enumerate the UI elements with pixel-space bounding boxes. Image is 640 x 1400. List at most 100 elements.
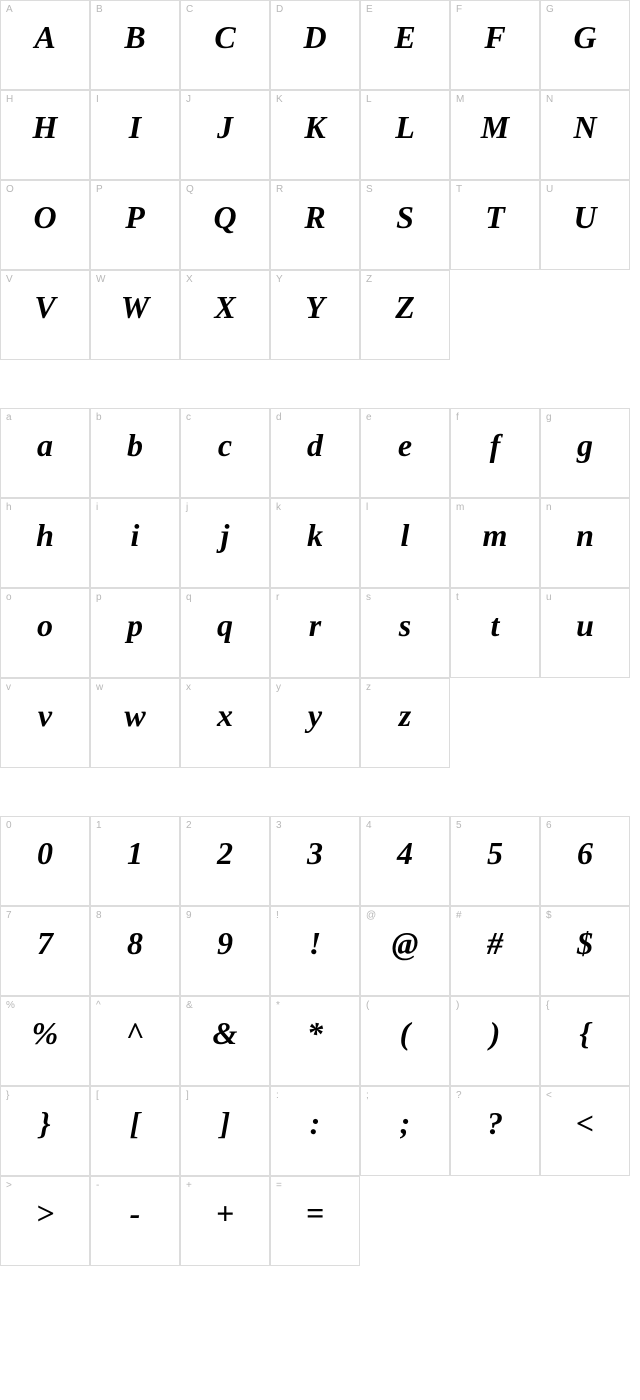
cell-label: F bbox=[456, 4, 462, 15]
cell-glyph: A bbox=[1, 19, 89, 56]
cell-label: $ bbox=[546, 910, 552, 921]
cell-label: b bbox=[96, 412, 102, 423]
cell-label: d bbox=[276, 412, 282, 423]
cell-glyph: ? bbox=[451, 1105, 539, 1142]
cell-label: I bbox=[96, 94, 99, 105]
cell-label: q bbox=[186, 592, 192, 603]
glyph-cell: 11 bbox=[90, 816, 180, 906]
cell-glyph: 3 bbox=[271, 835, 359, 872]
cell-glyph: K bbox=[271, 109, 359, 146]
cell-glyph: U bbox=[541, 199, 629, 236]
cell-glyph: < bbox=[541, 1105, 629, 1142]
glyph-cell: 33 bbox=[270, 816, 360, 906]
cell-glyph: { bbox=[541, 1015, 629, 1052]
glyph-cell: GG bbox=[540, 0, 630, 90]
cell-glyph: 7 bbox=[1, 925, 89, 962]
glyph-cell: nn bbox=[540, 498, 630, 588]
cell-label: # bbox=[456, 910, 462, 921]
cell-glyph: a bbox=[1, 427, 89, 464]
cell-label: s bbox=[366, 592, 371, 603]
cell-glyph: O bbox=[1, 199, 89, 236]
cell-label: ^ bbox=[96, 1000, 101, 1011]
cell-glyph: 2 bbox=[181, 835, 269, 872]
cell-label: - bbox=[96, 1180, 99, 1191]
cell-glyph: E bbox=[361, 19, 449, 56]
glyph-cell: ii bbox=[90, 498, 180, 588]
cell-label: B bbox=[96, 4, 103, 15]
cell-label: X bbox=[186, 274, 193, 285]
glyph-cell: gg bbox=[540, 408, 630, 498]
cell-glyph: > bbox=[1, 1195, 89, 1232]
glyph-cell: uu bbox=[540, 588, 630, 678]
cell-label: A bbox=[6, 4, 13, 15]
glyph-cell: << bbox=[540, 1086, 630, 1176]
cell-label: S bbox=[366, 184, 373, 195]
glyph-cell: $$ bbox=[540, 906, 630, 996]
cell-glyph: 8 bbox=[91, 925, 179, 962]
cell-label: R bbox=[276, 184, 283, 195]
cell-label: + bbox=[186, 1180, 192, 1191]
glyph-grid: AABBCCDDEEFFGGHHIIJJKKLLMMNNOOPPQQRRSSTT… bbox=[0, 0, 630, 360]
glyph-cell: MM bbox=[450, 90, 540, 180]
glyph-cell: DD bbox=[270, 0, 360, 90]
cell-label: p bbox=[96, 592, 102, 603]
cell-label: U bbox=[546, 184, 553, 195]
cell-glyph: X bbox=[181, 289, 269, 326]
cell-glyph: I bbox=[91, 109, 179, 146]
glyph-cell: >> bbox=[0, 1176, 90, 1266]
glyph-cell: rr bbox=[270, 588, 360, 678]
cell-glyph: T bbox=[451, 199, 539, 236]
cell-glyph: p bbox=[91, 607, 179, 644]
cell-label: = bbox=[276, 1180, 282, 1191]
glyph-cell: YY bbox=[270, 270, 360, 360]
cell-label: i bbox=[96, 502, 98, 513]
glyph-cell: [[ bbox=[90, 1086, 180, 1176]
cell-glyph: [ bbox=[91, 1105, 179, 1142]
glyph-cell: xx bbox=[180, 678, 270, 768]
cell-glyph: # bbox=[451, 925, 539, 962]
cell-glyph: @ bbox=[361, 925, 449, 962]
glyph-cell: WW bbox=[90, 270, 180, 360]
glyph-cell: !! bbox=[270, 906, 360, 996]
cell-label: 0 bbox=[6, 820, 12, 831]
cell-glyph: d bbox=[271, 427, 359, 464]
glyph-cell: ++ bbox=[180, 1176, 270, 1266]
cell-label: 6 bbox=[546, 820, 552, 831]
glyph-cell: EE bbox=[360, 0, 450, 90]
cell-glyph: ) bbox=[451, 1015, 539, 1052]
glyph-cell: JJ bbox=[180, 90, 270, 180]
cell-glyph: r bbox=[271, 607, 359, 644]
glyph-cell: 55 bbox=[450, 816, 540, 906]
glyph-cell: == bbox=[270, 1176, 360, 1266]
cell-label: > bbox=[6, 1180, 12, 1191]
cell-label: [ bbox=[96, 1090, 99, 1101]
glyph-cell: XX bbox=[180, 270, 270, 360]
glyph-cell: bb bbox=[90, 408, 180, 498]
cell-glyph: H bbox=[1, 109, 89, 146]
glyph-cell: II bbox=[90, 90, 180, 180]
cell-label: E bbox=[366, 4, 373, 15]
cell-glyph: ( bbox=[361, 1015, 449, 1052]
cell-label: ) bbox=[456, 1000, 459, 1011]
glyph-cell: TT bbox=[450, 180, 540, 270]
cell-glyph: c bbox=[181, 427, 269, 464]
glyph-cell: SS bbox=[360, 180, 450, 270]
cell-label: G bbox=[546, 4, 554, 15]
cell-glyph: 4 bbox=[361, 835, 449, 872]
cell-label: f bbox=[456, 412, 459, 423]
cell-label: L bbox=[366, 94, 372, 105]
cell-glyph: b bbox=[91, 427, 179, 464]
glyph-cell: :: bbox=[270, 1086, 360, 1176]
cell-label: 7 bbox=[6, 910, 12, 921]
glyph-cell: (( bbox=[360, 996, 450, 1086]
cell-label: & bbox=[186, 1000, 193, 1011]
section-lowercase: aabbccddeeffgghhiijjkkllmmnnooppqqrrsstt… bbox=[0, 408, 640, 768]
glyph-cell: ?? bbox=[450, 1086, 540, 1176]
cell-glyph: D bbox=[271, 19, 359, 56]
glyph-cell: ff bbox=[450, 408, 540, 498]
glyph-cell: UU bbox=[540, 180, 630, 270]
cell-glyph: 1 bbox=[91, 835, 179, 872]
glyph-cell: @@ bbox=[360, 906, 450, 996]
cell-label: n bbox=[546, 502, 552, 513]
cell-label: K bbox=[276, 94, 283, 105]
